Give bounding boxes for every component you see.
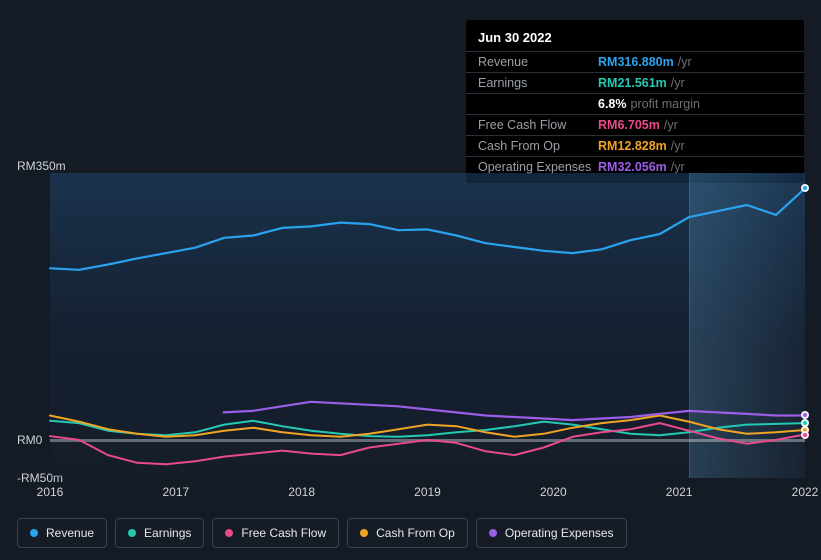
tooltip-row-unit: /yr	[671, 160, 685, 174]
legend-dot-icon	[128, 529, 136, 537]
tooltip-row-label: Free Cash Flow	[478, 118, 598, 132]
legend-item[interactable]: Free Cash Flow	[212, 518, 339, 548]
tooltip-row-value: RM316.880m	[598, 55, 674, 69]
legend-dot-icon	[360, 529, 368, 537]
x-tick-label: 2017	[162, 485, 189, 499]
tooltip-row-label: Cash From Op	[478, 139, 598, 153]
tooltip-row-unit: /yr	[678, 55, 692, 69]
tooltip-row: RevenueRM316.880m/yr	[466, 51, 804, 72]
tooltip-row-unit: /yr	[671, 76, 685, 90]
y-tick-label: RM350m	[17, 159, 66, 173]
legend-label: Free Cash Flow	[241, 526, 326, 540]
tooltip-row-label	[478, 97, 598, 111]
tooltip-row-label: Operating Expenses	[478, 160, 598, 174]
legend-label: Operating Expenses	[505, 526, 614, 540]
tooltip-row-value: RM6.705m	[598, 118, 660, 132]
tooltip-row-value: RM21.561m	[598, 76, 667, 90]
legend-dot-icon	[225, 529, 233, 537]
chart-lines	[50, 173, 805, 478]
legend-item[interactable]: Cash From Op	[347, 518, 468, 548]
legend-label: Cash From Op	[376, 526, 455, 540]
chart-legend: Revenue Earnings Free Cash Flow Cash From O…	[17, 518, 627, 548]
tooltip-row-value: 6.8%	[598, 97, 627, 111]
tooltip-row: Cash From OpRM12.828m/yr	[466, 135, 804, 156]
x-tick-label: 2018	[288, 485, 315, 499]
x-tick-label: 2020	[540, 485, 567, 499]
tooltip-row-unit: profit margin	[631, 97, 700, 111]
tooltip-row: 6.8% profit margin	[466, 93, 804, 114]
series-line	[50, 416, 805, 437]
tooltip-row-value: RM32.056m	[598, 160, 667, 174]
series-end-dot	[801, 431, 809, 439]
legend-item[interactable]: Revenue	[17, 518, 107, 548]
legend-item[interactable]: Operating Expenses	[476, 518, 627, 548]
series-line	[50, 188, 805, 269]
tooltip-date: Jun 30 2022	[466, 26, 804, 51]
chart-x-axis: 2016201720182019202020212022	[50, 485, 805, 505]
x-tick-label: 2016	[37, 485, 64, 499]
series-end-dot	[801, 411, 809, 419]
tooltip-row-unit: /yr	[664, 118, 678, 132]
legend-label: Earnings	[144, 526, 191, 540]
series-line	[50, 423, 805, 464]
tooltip-row: EarningsRM21.561m/yr	[466, 72, 804, 93]
chart-tooltip: Jun 30 2022 RevenueRM316.880m/yrEarnings…	[466, 20, 804, 183]
tooltip-row-value: RM12.828m	[598, 139, 667, 153]
tooltip-row-label: Revenue	[478, 55, 598, 69]
legend-dot-icon	[489, 529, 497, 537]
chart-plot[interactable]	[50, 173, 805, 478]
x-tick-label: 2021	[666, 485, 693, 499]
tooltip-row-label: Earnings	[478, 76, 598, 90]
series-line	[224, 402, 805, 420]
legend-item[interactable]: Earnings	[115, 518, 204, 548]
legend-dot-icon	[30, 529, 38, 537]
legend-label: Revenue	[46, 526, 94, 540]
series-end-dot	[801, 184, 809, 192]
tooltip-row-unit: /yr	[671, 139, 685, 153]
y-tick-label: RM0	[17, 433, 42, 447]
x-tick-label: 2019	[414, 485, 441, 499]
x-tick-label: 2022	[792, 485, 819, 499]
tooltip-row: Free Cash FlowRM6.705m/yr	[466, 114, 804, 135]
